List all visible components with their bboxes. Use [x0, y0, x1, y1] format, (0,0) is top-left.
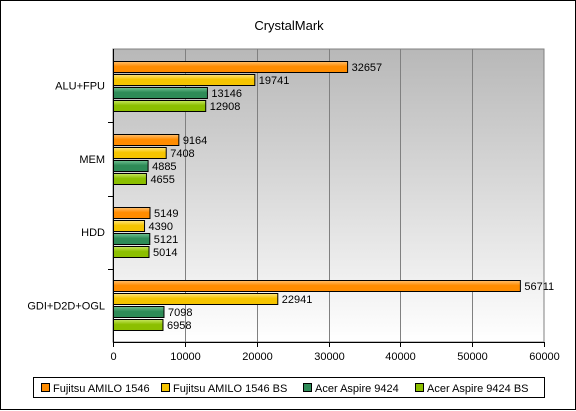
data-label: 4655: [150, 174, 174, 186]
x-tick-label: 40000: [385, 351, 416, 363]
chart-title: CrystalMark: [254, 18, 324, 33]
bar: [113, 87, 208, 99]
bar: [113, 147, 167, 159]
legend-swatch: [41, 383, 50, 392]
bar: [113, 280, 521, 292]
data-label: 4390: [149, 221, 173, 233]
bar: [113, 306, 165, 318]
bar: [113, 173, 147, 185]
x-tick-label: 30000: [314, 351, 345, 363]
legend-swatch: [161, 383, 170, 392]
x-tick-label: 60000: [529, 351, 560, 363]
legend-swatch: [415, 383, 424, 392]
bar: [113, 233, 151, 245]
bar: [113, 61, 349, 73]
category-label: ALU+FPU: [55, 81, 105, 93]
category-label: HDD: [81, 227, 105, 239]
x-tick-label: 0: [110, 351, 116, 363]
data-label: 56711: [524, 281, 554, 293]
legend-box: [33, 377, 545, 398]
category-label: GDI+D2D+OGL: [27, 300, 105, 312]
bar: [113, 74, 256, 86]
legend-label: Acer Aspire 9424: [315, 383, 399, 395]
data-label: 7408: [170, 148, 194, 160]
x-tick-label: 10000: [170, 351, 201, 363]
bar: [113, 246, 150, 258]
bar: [113, 319, 164, 331]
data-label: 12908: [210, 101, 241, 113]
data-label: 4885: [152, 161, 176, 173]
legend-label: Fujitsu AMILO 1546 BS: [173, 383, 287, 395]
x-tick-label: 50000: [457, 351, 488, 363]
data-label: 9164: [183, 135, 207, 147]
data-label: 32657: [352, 62, 383, 74]
x-tick-label: 20000: [242, 351, 273, 363]
data-label: 6958: [167, 320, 191, 332]
bar: [113, 207, 151, 219]
bar: [113, 134, 180, 146]
legend-swatch: [303, 383, 312, 392]
data-label: 13146: [211, 88, 242, 100]
legend-label: Acer Aspire 9424 BS: [427, 383, 529, 395]
bar: [113, 293, 279, 305]
data-label: 5149: [154, 208, 178, 220]
data-label: 5121: [154, 234, 178, 246]
legend-label: Fujitsu AMILO 1546: [53, 383, 150, 395]
bar: [113, 160, 149, 172]
data-label: 7098: [168, 307, 192, 319]
data-label: 19741: [259, 75, 290, 87]
data-label: 22941: [282, 294, 313, 306]
category-label: MEM: [79, 154, 105, 166]
bar: [113, 100, 207, 112]
bar: [113, 220, 146, 232]
data-label: 5014: [153, 247, 177, 259]
